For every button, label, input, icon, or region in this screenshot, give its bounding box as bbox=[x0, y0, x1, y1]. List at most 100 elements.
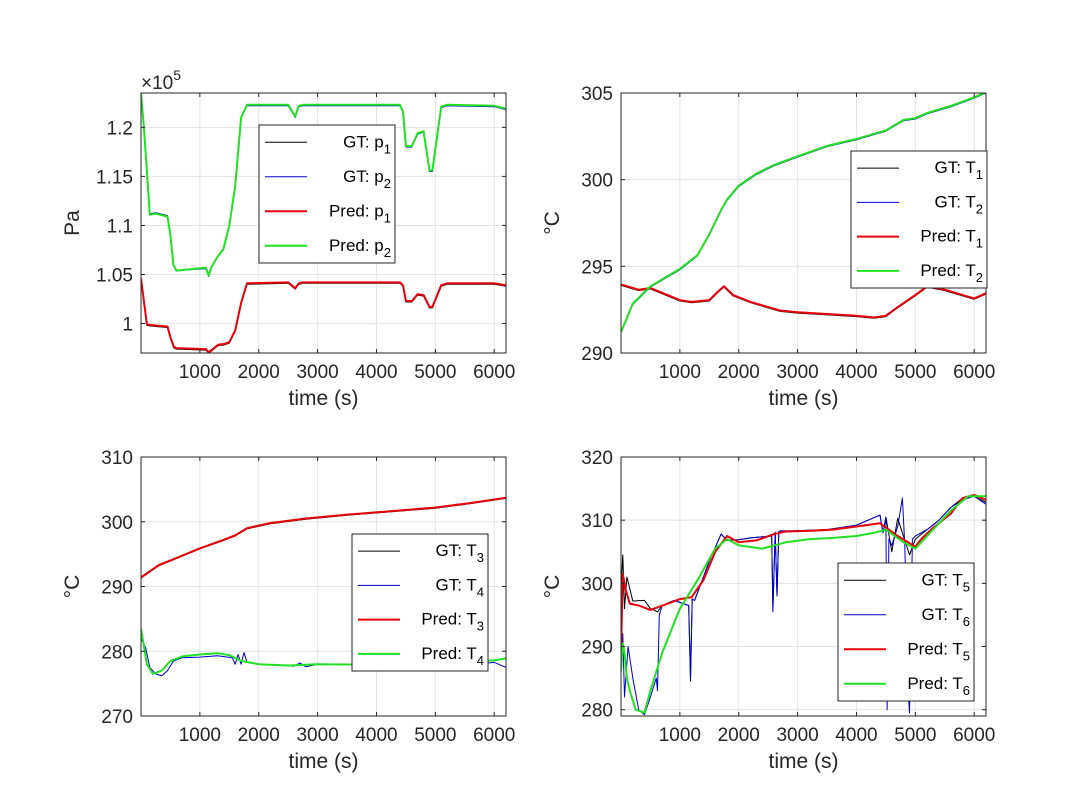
legend-label-subscript: 1 bbox=[976, 236, 983, 251]
legend-label-subscript: 2 bbox=[384, 245, 391, 260]
x-tick-label: 4000 bbox=[355, 725, 397, 746]
x-axis-label: time (s) bbox=[289, 750, 359, 773]
legend-label: Pred: T4 bbox=[421, 644, 484, 668]
x-tick-label: 6000 bbox=[473, 362, 515, 383]
y-axis-label: °C bbox=[541, 211, 564, 235]
legend-label: GT: T6 bbox=[922, 605, 970, 629]
legend-box bbox=[837, 562, 975, 702]
axes-frame bbox=[140, 92, 507, 354]
chart-panel-temperature-1-2: 1000 2000 3000 4000 5000 6000 290 295 300 305 time… bbox=[541, 84, 995, 410]
exponent-base: ×10 bbox=[141, 73, 173, 94]
y-tick-label: 300 bbox=[581, 574, 613, 595]
legend-label-subscript: 5 bbox=[963, 579, 970, 594]
y-tick-label: 295 bbox=[581, 257, 613, 278]
legend-label: GT: p1 bbox=[343, 132, 391, 156]
x-tick-label: 5000 bbox=[894, 362, 936, 383]
x-tick-label: 1000 bbox=[659, 362, 701, 383]
legend-box bbox=[351, 533, 489, 672]
exponent-power: 5 bbox=[173, 67, 181, 83]
legend-label-name: GT: T bbox=[436, 541, 477, 560]
series-group bbox=[621, 493, 986, 716]
series-line-3 bbox=[621, 495, 986, 714]
legend-label: Pred: p1 bbox=[329, 201, 391, 225]
legend-label: GT: p2 bbox=[343, 167, 391, 191]
y-tick-label: 1.05 bbox=[96, 266, 133, 287]
legend-box bbox=[258, 124, 396, 264]
x-tick-label: 5000 bbox=[414, 362, 456, 383]
series-line-1 bbox=[621, 495, 986, 716]
legend-label: Pred: T6 bbox=[907, 674, 970, 698]
y-tick-label: 1.1 bbox=[107, 216, 133, 237]
legend-label: GT: T4 bbox=[436, 575, 484, 599]
legend-label: Pred: T1 bbox=[920, 227, 983, 251]
legend-label-name: GT: T bbox=[922, 570, 963, 589]
legend-label-name: Pred: p bbox=[329, 201, 384, 220]
legend-label-name: GT: T bbox=[436, 575, 477, 594]
x-tick-label: 3000 bbox=[776, 725, 818, 746]
series-group bbox=[141, 93, 506, 353]
series-line-2 bbox=[621, 493, 986, 653]
legend-label-subscript: 1 bbox=[384, 210, 391, 225]
y-tick-label: 270 bbox=[101, 707, 133, 728]
x-tick-label: 2000 bbox=[238, 725, 280, 746]
legend-box bbox=[850, 150, 988, 289]
legend-label: Pred: T3 bbox=[421, 610, 484, 634]
x-tick-label: 4000 bbox=[835, 362, 877, 383]
legend-label-name: Pred: T bbox=[421, 610, 476, 629]
series-line-2 bbox=[141, 278, 506, 353]
x-tick-label: 2000 bbox=[718, 362, 760, 383]
x-tick-label: 1000 bbox=[179, 362, 221, 383]
legend-label-name: GT: T bbox=[935, 192, 976, 211]
x-tick-label: 3000 bbox=[776, 362, 818, 383]
y-tick-label: 1.2 bbox=[107, 118, 133, 139]
legend-label-name: GT: T bbox=[922, 605, 963, 624]
y-tick-label: 290 bbox=[581, 344, 613, 365]
legend-label-name: Pred: T bbox=[421, 644, 476, 663]
y-tick-label: 290 bbox=[581, 638, 613, 659]
x-tick-label: 6000 bbox=[953, 362, 995, 383]
x-tick-label: 5000 bbox=[894, 725, 936, 746]
chart-panel-pressure: 1000 2000 3000 4000 5000 6000 1 1.05 1.1 1.15 1.2 t… bbox=[61, 67, 515, 410]
y-tick-label: 310 bbox=[101, 448, 133, 469]
legend-label: GT: T3 bbox=[436, 541, 484, 565]
x-tick-label: 4000 bbox=[835, 725, 877, 746]
legend-label-subscript: 4 bbox=[477, 584, 484, 599]
legend-label: GT: T5 bbox=[922, 570, 970, 594]
legend-label-name: GT: T bbox=[935, 158, 976, 177]
legend-label: Pred: p2 bbox=[329, 236, 391, 260]
series-line-2 bbox=[141, 496, 506, 579]
series-line-2 bbox=[621, 283, 986, 319]
x-tick-label: 1000 bbox=[179, 725, 221, 746]
legend-label-subscript: 4 bbox=[477, 653, 484, 668]
x-axis-label: time (s) bbox=[769, 750, 839, 773]
x-tick-label: 4000 bbox=[355, 362, 397, 383]
x-tick-label: 5000 bbox=[414, 725, 456, 746]
x-tick-label: 3000 bbox=[296, 362, 338, 383]
series-line-3 bbox=[141, 93, 506, 277]
y-axis-label: °C bbox=[61, 575, 84, 599]
legend-label-subscript: 1 bbox=[976, 167, 983, 182]
legend-label-subscript: 6 bbox=[963, 614, 970, 629]
legend-label-subscript: 6 bbox=[963, 683, 970, 698]
y-tick-label: 300 bbox=[581, 171, 613, 192]
legend-label-subscript: 2 bbox=[976, 270, 983, 285]
x-axis-label: time (s) bbox=[769, 387, 839, 410]
chart-panel-temperature-3-4: 1000 2000 3000 4000 5000 6000 270 280 290 300 310 t… bbox=[61, 448, 515, 773]
x-tick-label: 2000 bbox=[718, 725, 760, 746]
legend-label: Pred: T5 bbox=[907, 639, 970, 663]
legend-label-subscript: 3 bbox=[477, 550, 484, 565]
y-axis-label: °C bbox=[541, 575, 564, 599]
y-tick-label: 1.15 bbox=[96, 167, 133, 188]
legend-label: GT: T2 bbox=[935, 192, 983, 216]
y-tick-label: 290 bbox=[101, 578, 133, 599]
legend-label-name: Pred: p bbox=[329, 236, 384, 255]
axes-frame bbox=[620, 456, 987, 717]
y-exponent-label: ×105 bbox=[141, 67, 181, 94]
x-tick-label: 6000 bbox=[473, 725, 515, 746]
legend-label: GT: T1 bbox=[935, 158, 983, 182]
